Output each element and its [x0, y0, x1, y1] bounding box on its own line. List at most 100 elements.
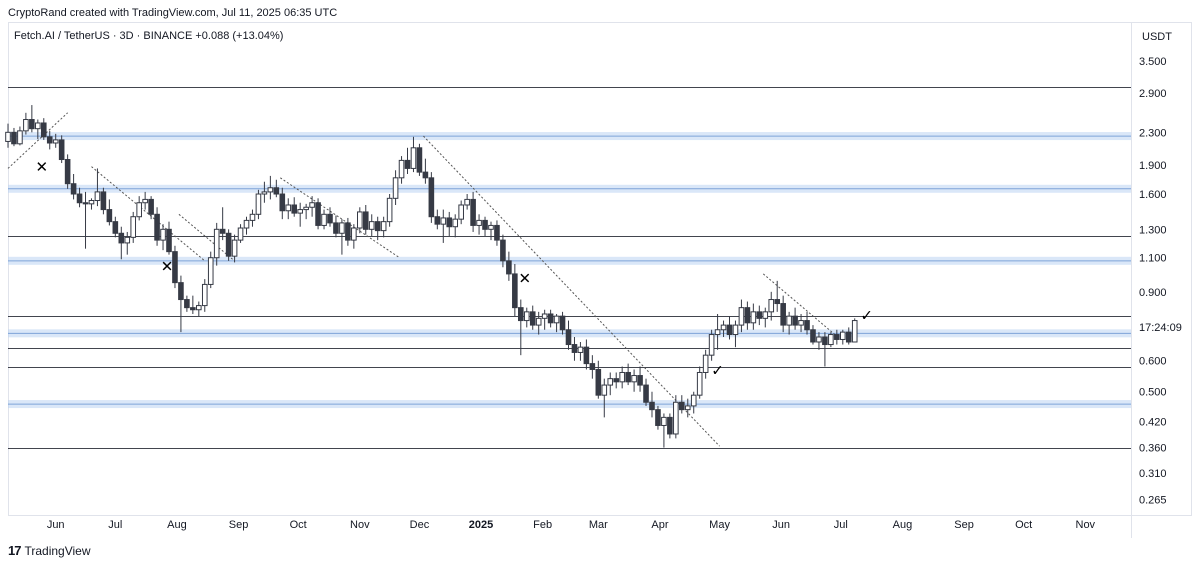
candle: [100, 187, 107, 215]
candle-body-down: [416, 147, 423, 173]
candle-body-up: [52, 139, 59, 144]
candle-body-up: [94, 191, 101, 202]
candle-body-up: [285, 204, 292, 212]
price-tick-label: 2.300: [1139, 127, 1167, 139]
symbol-legend[interactable]: Fetch.AI / TetherUS · 3D · BINANCE +0.08…: [14, 30, 283, 42]
candle-body-up: [201, 283, 208, 307]
candle-body-up: [661, 416, 667, 426]
candle: [506, 251, 512, 281]
candle-body-up: [386, 197, 393, 223]
candle-body-down: [726, 324, 733, 336]
candle: [834, 329, 840, 345]
candle-body-down: [667, 416, 673, 435]
candle: [845, 327, 852, 345]
candle-body-down: [810, 329, 816, 343]
candle: [768, 291, 775, 321]
candle: [535, 311, 542, 335]
candle: [58, 135, 65, 164]
price-tick-label: 3.500: [1139, 56, 1167, 68]
check-marker: ✓: [711, 361, 724, 379]
candle-body-down: [148, 198, 154, 215]
candle: [583, 339, 590, 370]
trendline: [7, 112, 68, 169]
candle: [297, 202, 303, 227]
candle-body-down: [327, 213, 333, 224]
time-tick-label: Aug: [893, 519, 913, 531]
candle: [345, 217, 351, 246]
candle-body-down: [40, 122, 47, 138]
candle: [279, 187, 286, 220]
candle-body-up: [601, 384, 608, 396]
candle: [327, 207, 333, 227]
candle: [619, 366, 625, 389]
candle: [482, 216, 488, 236]
time-tick-label: Aug: [167, 519, 187, 531]
candle-body-up: [237, 227, 244, 241]
tradingview-logo[interactable]: 17 TradingView: [8, 543, 91, 558]
candle: [571, 336, 578, 361]
candle-body-up: [720, 324, 727, 331]
candle: [88, 198, 95, 210]
candle-body-up: [750, 311, 757, 324]
symbol-change: +0.088 (+13.04%): [195, 30, 284, 42]
candle: [231, 234, 238, 263]
candle: [333, 215, 339, 238]
candle-body-down: [613, 378, 620, 383]
candle: [816, 332, 822, 350]
time-tick-label: Sep: [229, 519, 249, 531]
candle: [190, 295, 196, 314]
price-axis-divider: [1131, 22, 1132, 538]
candle: [720, 320, 727, 337]
candle-body-down: [428, 177, 435, 218]
check-marker: ✓: [860, 307, 873, 325]
candle: [637, 366, 643, 392]
candle: [303, 203, 309, 220]
candle: [738, 299, 745, 333]
candle-body-down: [374, 221, 381, 232]
candle-body-down: [76, 193, 83, 204]
candle-body-up: [577, 346, 584, 353]
candle: [339, 219, 345, 255]
price-unit-label[interactable]: USDT: [1142, 31, 1172, 43]
candle: [380, 216, 387, 238]
trendlines: [7, 112, 836, 447]
candle-body-down: [100, 191, 107, 211]
time-tick-label: 2025: [469, 519, 493, 531]
candle-body-up: [410, 147, 417, 169]
annotation-markers: ✕ ✕ ✕ ✓ ✓: [36, 158, 873, 379]
candle-body-up: [23, 119, 29, 132]
candle: [219, 207, 226, 241]
candle: [285, 198, 292, 220]
candle: [440, 209, 447, 243]
candle: [822, 332, 828, 367]
candle-body-up: [738, 307, 745, 326]
candle-body-up: [768, 299, 775, 313]
candle-body-up: [523, 311, 530, 322]
candle-body-up: [708, 334, 715, 356]
candle: [494, 220, 500, 246]
candle-body-down: [506, 260, 512, 275]
candle: [357, 207, 363, 234]
candle-body-up: [368, 221, 375, 230]
candle-body-down: [637, 375, 643, 386]
time-tick-label: Jul: [834, 519, 848, 531]
candle-body-down: [64, 159, 71, 185]
candle-body-up: [267, 187, 274, 193]
candle-body-down: [184, 299, 190, 309]
candle-body-down: [643, 384, 649, 403]
candle-body-down: [655, 409, 661, 426]
candle: [559, 311, 566, 335]
attribution-header: CryptoRand created with TradingView.com,…: [8, 7, 338, 19]
candle: [553, 313, 560, 333]
candle: [5, 123, 11, 148]
candle-body-down: [649, 401, 655, 411]
candle: [207, 251, 214, 289]
candle: [321, 209, 327, 230]
candle: [315, 198, 321, 230]
candle: [130, 211, 137, 243]
candle: [267, 175, 274, 200]
candle-body-down: [679, 401, 685, 411]
candle-body-up: [762, 311, 769, 319]
candle: [416, 143, 423, 176]
